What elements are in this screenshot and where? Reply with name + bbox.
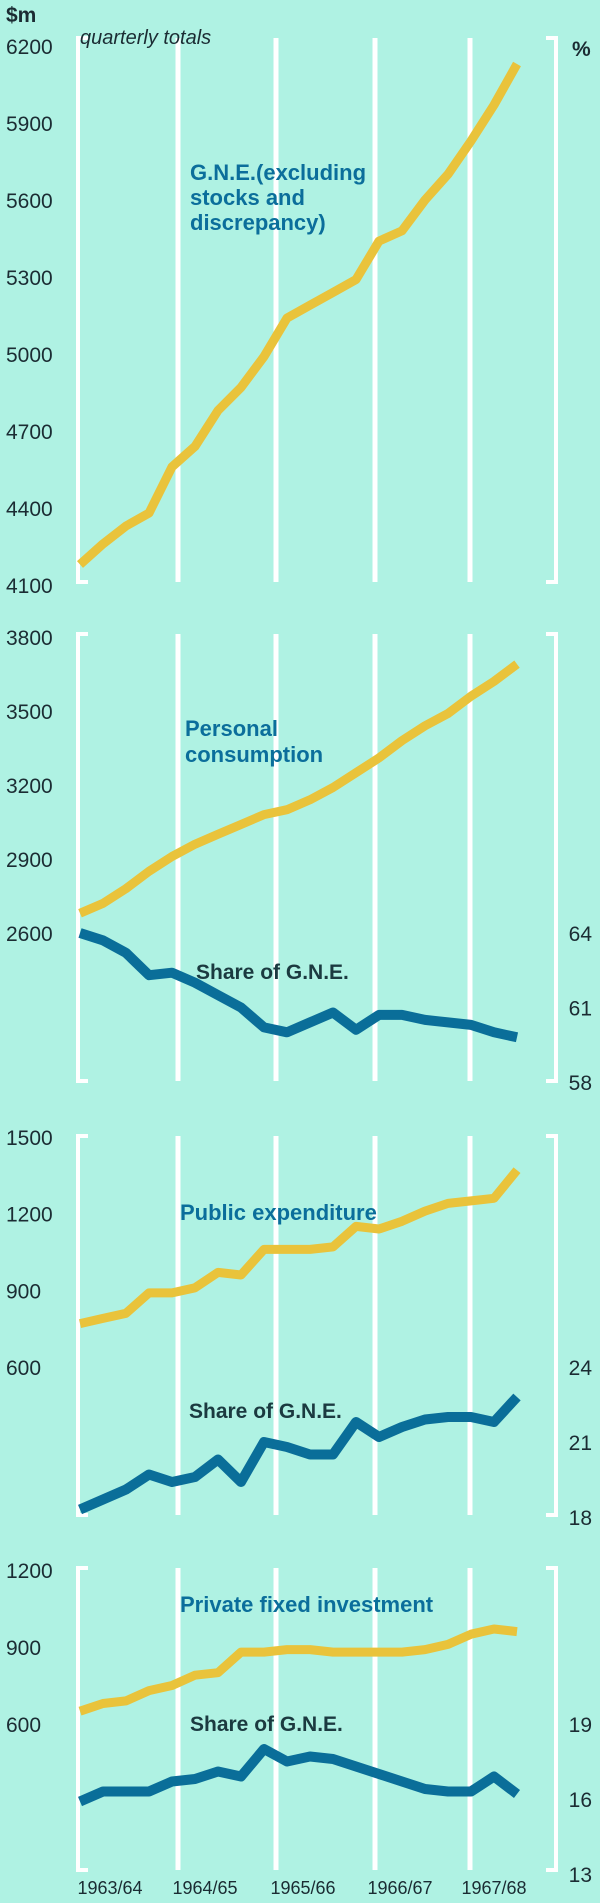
- y2-tick-label: 58: [569, 1072, 592, 1095]
- x-tick-label: 1966/67: [367, 1878, 432, 1898]
- y-tick-label: 6200: [6, 36, 53, 59]
- panel-frames: [76, 36, 558, 1872]
- y-tick-label: 5900: [6, 113, 53, 136]
- y-tick-label: 600: [6, 1357, 41, 1380]
- public-expenditure-share-label: Share of G.N.E.: [189, 1400, 342, 1423]
- personal-consumption-share-label: Share of G.N.E.: [196, 961, 349, 984]
- y-tick-label: 3500: [6, 701, 53, 724]
- y-tick-label: 2900: [6, 849, 53, 872]
- frame-right: [546, 1566, 558, 1872]
- frame-right: [546, 36, 558, 584]
- private-fixed-investment-share-label: Share of G.N.E.: [190, 1713, 343, 1736]
- panel-personal-consumption: Personal consumption Share of G.N.E.: [185, 716, 349, 984]
- unit-right-label: %: [572, 38, 591, 61]
- x-tick-label: 1967/68: [461, 1878, 526, 1898]
- y-tick-label: 1500: [6, 1127, 53, 1150]
- gne-title-line-1: G.N.E.(excluding: [190, 160, 366, 185]
- y-tick-label: 4700: [6, 421, 53, 444]
- y-tick-label: 4400: [6, 498, 53, 521]
- unit-left-label: $m: [6, 4, 36, 27]
- panel-public-expenditure: Public expenditure Share of G.N.E.: [180, 1200, 377, 1423]
- y2-tick-label: 19: [569, 1714, 592, 1737]
- private-fixed-investment-title: Private fixed investment: [180, 1592, 434, 1617]
- y-tick-label: 5300: [6, 267, 53, 290]
- x-tick-label: 1963/64: [77, 1878, 142, 1898]
- value-line: [78, 660, 520, 918]
- frame-left: [76, 1134, 88, 1517]
- y2-tick-label: 61: [569, 998, 592, 1021]
- y2-tick-label: 21: [569, 1432, 592, 1455]
- gne-title-line-2: stocks and: [190, 185, 305, 210]
- y2-tick-label: 24: [569, 1357, 593, 1380]
- personal-consumption-title-line-2: consumption: [185, 742, 323, 767]
- value-line: [76, 61, 521, 568]
- share-of-gne-line: [78, 928, 519, 1043]
- y-tick-label: 1200: [6, 1204, 53, 1227]
- y2-tick-label: 64: [569, 923, 593, 946]
- y-tick-label: 2600: [6, 923, 53, 946]
- y-tick-label: 600: [6, 1714, 41, 1737]
- y-tick-label: 1200: [6, 1560, 53, 1583]
- y-tick-label: 5600: [6, 190, 53, 213]
- panel-gne: G.N.E.(excluding stocks and discrepancy): [190, 160, 366, 235]
- panel-private-fixed-investment: Private fixed investment Share of G.N.E.: [180, 1592, 434, 1736]
- y-tick-label: 4100: [6, 575, 53, 598]
- x-tick-label: 1965/66: [270, 1878, 335, 1898]
- frame-left: [76, 1566, 88, 1872]
- frame-left: [76, 632, 88, 1083]
- y2-tick-label: 13: [569, 1864, 592, 1887]
- frame-left: [76, 36, 88, 584]
- x-axis-labels: 1963/64 1964/65 1965/66 1966/67 1967/68: [77, 1878, 526, 1898]
- x-tick-label: 1964/65: [172, 1878, 237, 1898]
- series-lines: [76, 61, 521, 1807]
- share-of-gne-line: [78, 1393, 521, 1515]
- frame-right: [546, 632, 558, 1083]
- value-line: [78, 1624, 518, 1716]
- y-tick-label: 5000: [6, 344, 53, 367]
- public-expenditure-title: Public expenditure: [180, 1200, 377, 1225]
- share-of-gne-line: [78, 1744, 521, 1807]
- y-tick-label: 900: [6, 1637, 41, 1660]
- gne-title-line-3: discrepancy): [190, 210, 326, 235]
- value-line: [79, 1167, 521, 1328]
- y-tick-label: 3800: [6, 627, 53, 650]
- y-tick-label: 3200: [6, 775, 53, 798]
- y2-tick-label: 18: [569, 1507, 592, 1530]
- y-tick-label: 900: [6, 1280, 41, 1303]
- axis-ticks: 6200 5900 5600 5300 5000 4700 4400 4100 3800 3500…: [6, 36, 592, 1887]
- personal-consumption-title-line-1: Personal: [185, 716, 278, 741]
- y2-tick-label: 16: [569, 1789, 592, 1812]
- quarterly-totals-note: quarterly totals: [80, 27, 211, 49]
- frame-right: [546, 1134, 558, 1517]
